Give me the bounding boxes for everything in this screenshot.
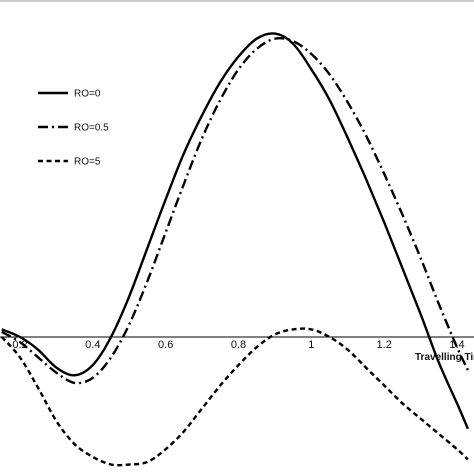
legend-label: RO=0.5 [74,123,109,134]
legend: RO=0 RO=0.5 RO=5 [38,89,109,168]
x-axis-label: Travelling Tim [415,352,474,363]
x-tick-label: 1.2 [377,339,392,351]
x-tick-label: 0.6 [158,339,173,351]
legend-label: RO=0 [74,89,101,100]
x-tick-label: 0.4 [85,339,100,351]
series-line-ro-5 [0,327,469,467]
x-tick-label: 0.8 [231,339,246,351]
legend-label: RO=5 [74,157,101,168]
series-line-ro-0-5 [1,36,469,385]
x-tick-labels: 0.2 0.4 0.6 0.8 1 1.2 1.4 [12,339,464,351]
x-tick-label: 0.2 [12,339,27,351]
x-tick-label: 1 [308,339,314,351]
series-line-ro-0 [1,32,470,430]
series-lines [0,32,470,467]
